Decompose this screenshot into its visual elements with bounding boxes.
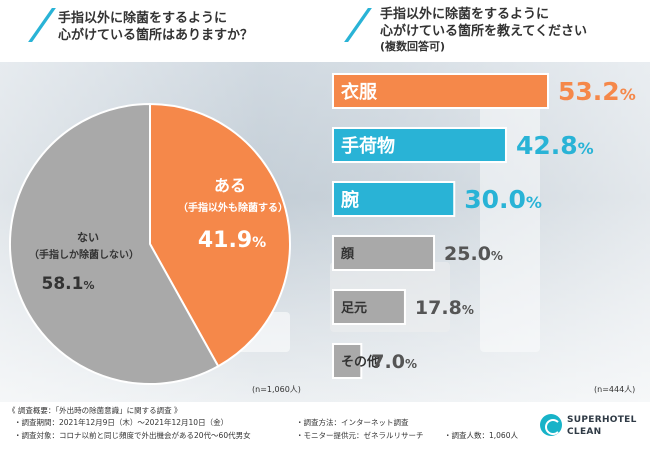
bar-feet [332, 289, 406, 325]
pie-slice-no-label: ない [77, 231, 99, 244]
bar-label-face: 顔 [340, 246, 355, 262]
survey-method: ・調査方法：インターネット調査 [296, 418, 409, 427]
pie-slice-yes [149, 102, 291, 368]
bar-other [332, 343, 363, 379]
survey-provider: ・モニター提供元：ゼネラルリサーチ [296, 431, 424, 440]
pie-slice-yes-value-number: 41.9 [198, 228, 252, 253]
pie-slice-no [9, 102, 220, 385]
header: 手指以外に除菌をするように 心がけている箇所はありますか？ 手指以外に除菌をする… [0, 0, 650, 62]
bar-value-face: 25.0% [444, 243, 503, 265]
bar-arm [332, 181, 456, 217]
pie-slice-yes-value: 41.9% [198, 228, 266, 253]
bar-label-feet: 足元 [341, 301, 367, 316]
bar-chart: 衣服 53.2% 手荷物 42.8% 腕 30.0% 顔 25.0% 足元 17.8% その他7.0… [332, 73, 636, 379]
pie-chart [9, 102, 291, 385]
survey-footer: 《 調査概要：「外出時の除菌意識」に関する調査 》 ・調査期間：2021年12月… [0, 402, 650, 450]
bar-value-clothes: 53.2% [558, 77, 636, 106]
logo-mark-icon [540, 414, 562, 436]
left-chart-title: 手指以外に除菌をするように 心がけている箇所はありますか？ [58, 10, 253, 44]
bar-label-arm: 腕 [341, 189, 359, 211]
pie-sample-size: (n=1,060人) [252, 385, 301, 394]
survey-count: ・調査人数：1,060人 [444, 431, 518, 440]
logo-text-line2: CLEAN [567, 427, 602, 437]
bar-value-baggage: 42.8% [516, 131, 594, 160]
right-title-line2: 心がけている箇所を教えてください [380, 24, 587, 39]
bar-label-baggage: 手荷物 [341, 135, 395, 157]
pie-slice-no-sublabel: （手指しか除菌しない） [29, 248, 139, 261]
bar-label-clothes: 衣服 [341, 81, 378, 103]
bar-value-feet: 17.8% [415, 297, 474, 319]
bar-baggage [332, 127, 507, 163]
right-chart-title: 手指以外に除菌をするように 心がけている箇所を教えてください (複数回答可) [380, 6, 587, 54]
pie-slice-no-value-number: 58.1 [42, 274, 84, 294]
bar-clothes [332, 73, 549, 109]
survey-period: ・調査期間：2021年12月9日（木）～2021年12月10日（金） [14, 418, 229, 427]
logo-text-line1: SUPERHOTEL [567, 415, 637, 425]
pie-slice-yes-sublabel: （手指以外も除菌する） [178, 201, 288, 214]
bar-value-other: 7.0% [371, 351, 417, 373]
pie-slice-yes-label: ある [214, 176, 246, 195]
pie-slice-yes-value-unit: % [252, 235, 266, 251]
left-title-line2: 心がけている箇所はありますか？ [58, 28, 254, 43]
superhotel-clean-logo: SUPERHOTEL CLEAN [540, 410, 640, 444]
right-title-line1: 手指以外に除菌をするように [380, 7, 550, 22]
left-title-line1: 手指以外に除菌をするように [58, 11, 228, 26]
bar-label-other: その他 [341, 354, 380, 370]
survey-target: ・調査対象：コロナ以前と同じ頻度で外出機会がある20代～60代男女 [14, 431, 251, 440]
right-title-subtitle: (複数回答可) [380, 40, 446, 53]
logo-text: SUPERHOTEL CLEAN [567, 414, 637, 438]
pie-slice-no-value-unit: % [83, 279, 94, 292]
bar-sample-size: (n=444人) [594, 385, 635, 394]
bar-face [332, 235, 436, 271]
pie-slice-no-value: 58.1% [42, 274, 95, 294]
survey-title: 《 調査概要：「外出時の除菌意識」に関する調査 》 [8, 406, 182, 415]
bar-value-arm: 30.0% [464, 185, 542, 214]
